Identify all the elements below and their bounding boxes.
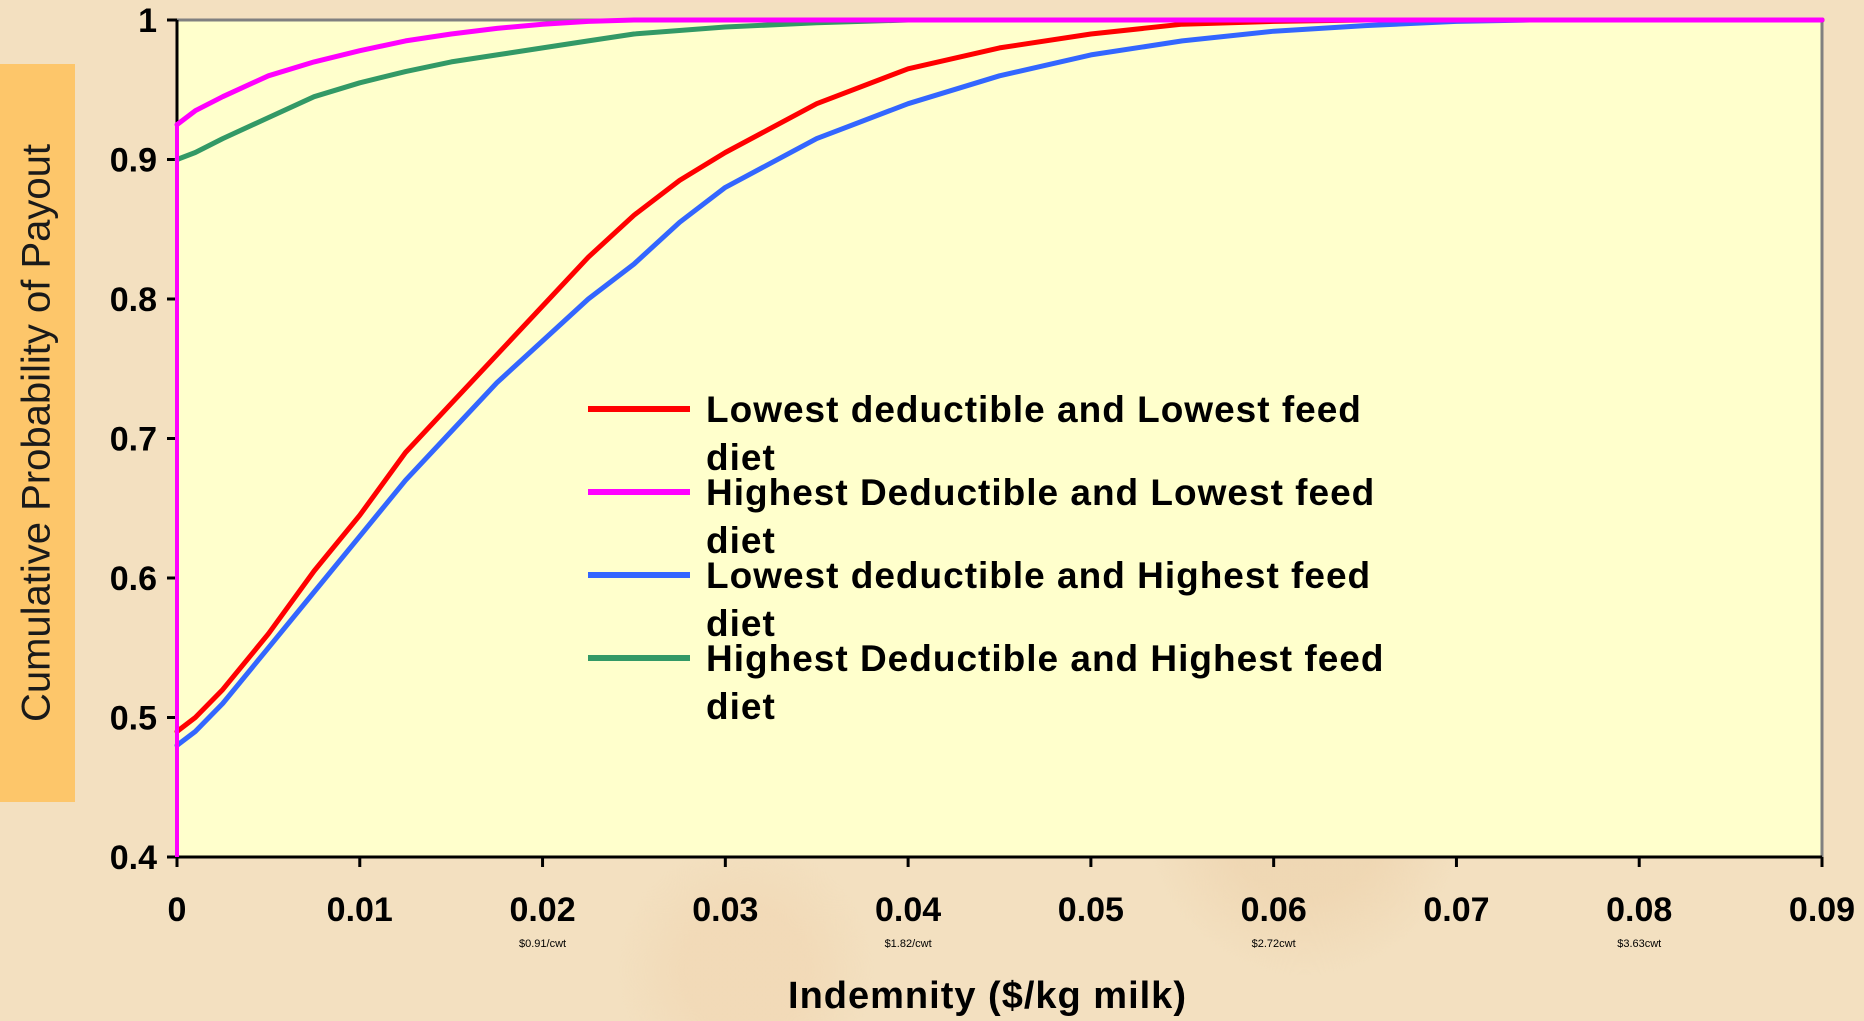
y-tick-label: 0.8 — [110, 281, 157, 319]
legend-entry-line: Highest Deductible and Lowest feed — [706, 472, 1375, 513]
tick-labels: 0.4 0.5 0.6 0.7 0.8 0.9 1 0 0.01 0.02 0.03 0.04 0.05… — [110, 2, 1855, 929]
legend-entry-line: diet — [706, 603, 776, 644]
legend-entry: Lowest deductible and Lowest feed diet — [706, 389, 1362, 478]
legend-entry: Highest Deductible and Lowest feed diet — [706, 472, 1375, 561]
x-tick-label: 0.09 — [1789, 891, 1855, 929]
x-sublabel: $1.82/cwt — [885, 938, 932, 950]
x-tick-label: 0.07 — [1423, 891, 1489, 929]
legend-entry: Highest Deductible and Highest feed diet — [706, 638, 1384, 727]
y-tick-label: 0.9 — [110, 142, 157, 180]
series-line — [174, 17, 1825, 128]
y-tick-label: 0.5 — [110, 700, 157, 738]
x-tick-label: 0.08 — [1606, 891, 1672, 929]
legend-entry-line: Lowest deductible and Highest feed — [706, 555, 1371, 596]
legend-entry: Lowest deductible and Highest feed diet — [706, 555, 1371, 644]
series-line — [174, 17, 1825, 748]
x-tick-label: 0.03 — [692, 891, 758, 929]
plot-area — [175, 18, 1824, 859]
x-tick-label: 0 — [168, 891, 187, 929]
legend-entry-line: Highest Deductible and Highest feed — [706, 638, 1384, 679]
legend: Lowest deductible and Lowest feed dietHig… — [588, 389, 1384, 727]
x-tick-label: 0.04 — [875, 891, 941, 929]
x-tick-label: 0.05 — [1058, 891, 1124, 929]
x-tick-label: 0.01 — [327, 891, 393, 929]
x-tick-label: 0.02 — [509, 891, 575, 929]
ylabel-box — [0, 64, 75, 802]
x-sublabel: $0.91/cwt — [519, 938, 566, 950]
x-tick-label: 0.06 — [1241, 891, 1307, 929]
y-tick-label: 0.7 — [110, 421, 157, 459]
x-sublabel: $3.63cwt — [1617, 938, 1661, 950]
legend-entry-line: diet — [706, 437, 776, 478]
legend-entry-line: Lowest deductible and Lowest feed — [706, 389, 1362, 430]
legend-entry-line: diet — [706, 520, 776, 561]
x-sublabel: $2.72cwt — [1252, 938, 1296, 950]
y-tick-label: 0.4 — [110, 839, 157, 877]
legend-entry-line: diet — [706, 686, 776, 727]
series-lines — [174, 17, 1825, 857]
series-line — [174, 17, 1825, 162]
y-tick-label: 0.6 — [110, 560, 157, 598]
series-line — [174, 17, 1825, 734]
y-tick-label: 1 — [138, 2, 157, 40]
x-axis-label: Indemnity ($/kg milk) — [788, 975, 1187, 1017]
x-sublabels: $0.91/cwt $1.82/cwt $2.72cwt $3.63cwt — [519, 938, 1661, 950]
